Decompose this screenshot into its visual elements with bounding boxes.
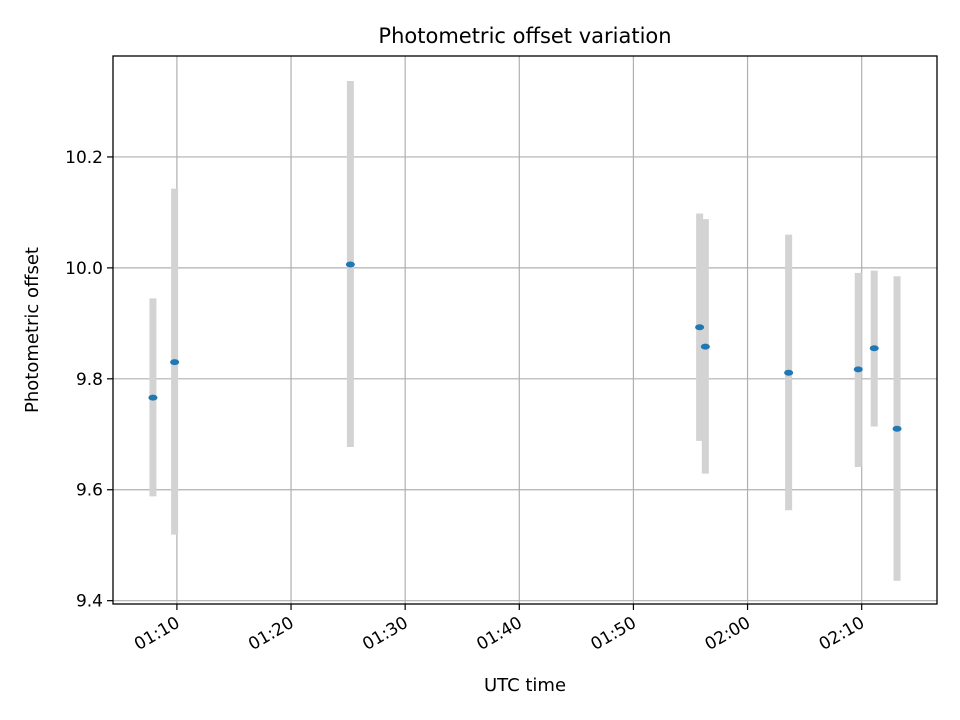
- data-point: [853, 366, 863, 373]
- data-point: [345, 261, 355, 268]
- data-points: [148, 261, 902, 432]
- y-tick-label: 9.8: [76, 370, 103, 390]
- y-axis-label: Photometric offset: [22, 247, 43, 413]
- x-axis-label: UTC time: [484, 675, 566, 696]
- y-tick-label: 9.4: [76, 592, 103, 612]
- y-tick-label: 9.6: [76, 481, 103, 501]
- y-tick-label: 10.0: [65, 259, 103, 279]
- chart-title: Photometric offset variation: [378, 24, 671, 48]
- data-point: [869, 345, 879, 352]
- data-point: [784, 369, 794, 376]
- grid: [113, 56, 937, 604]
- data-point: [892, 425, 902, 432]
- data-point: [700, 343, 710, 350]
- y-tick-label: 10.2: [65, 148, 103, 168]
- data-point: [148, 394, 158, 401]
- data-point: [695, 324, 705, 331]
- data-point: [170, 359, 180, 366]
- y-axis-ticks: 9.4 9.6 9.8 10.0 10.2: [65, 148, 113, 612]
- plot-frame: [112, 55, 938, 605]
